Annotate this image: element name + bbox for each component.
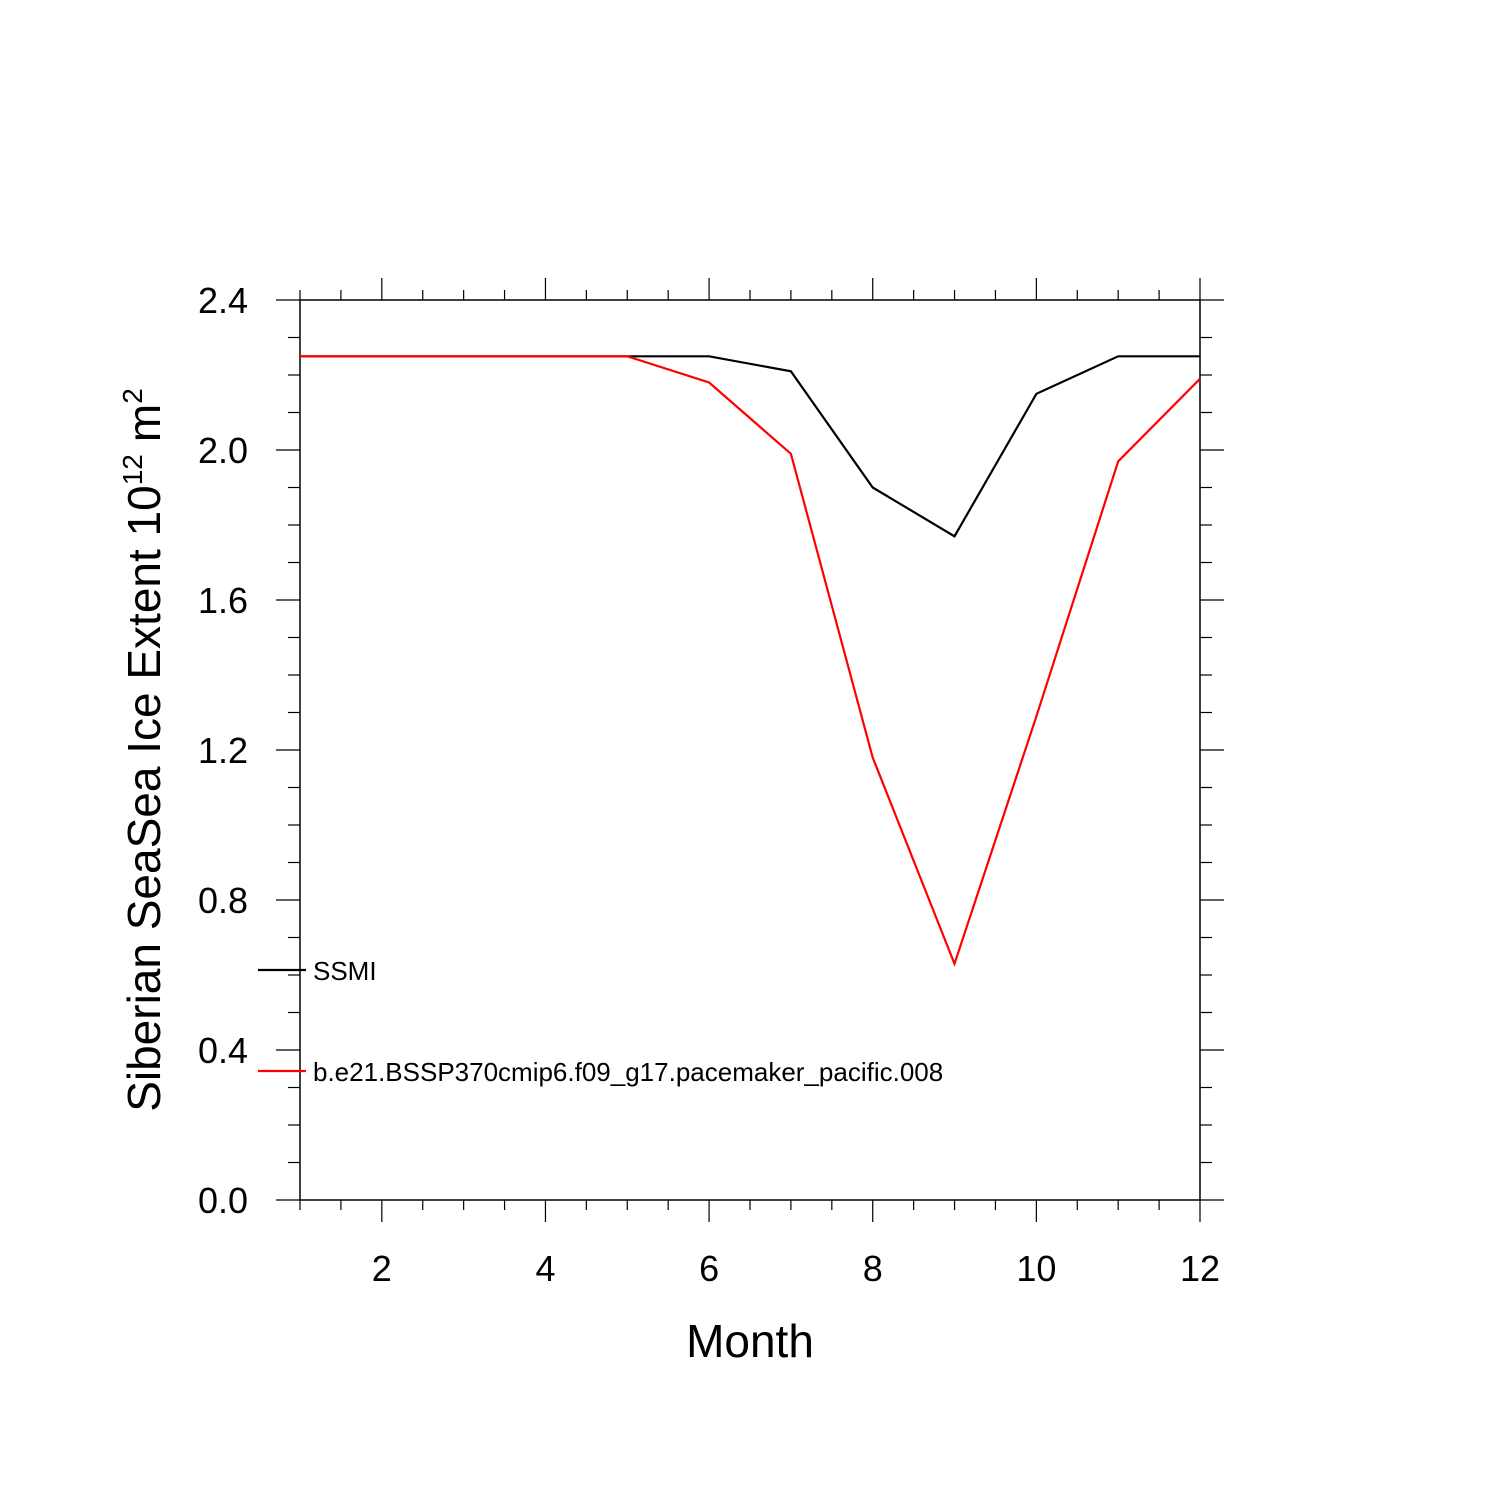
legend: SSMI b.e21.BSSP370cmip6.f09_g17.pacemaker… (258, 956, 943, 1087)
y-tick-label: 1.6 (198, 580, 248, 621)
legend-label: b.e21.BSSP370cmip6.f09_g17.pacemaker_pac… (313, 1057, 943, 1087)
y-tick-label: 0.8 (198, 880, 248, 921)
x-tick-label: 6 (699, 1248, 719, 1289)
y-tick-label: 0.4 (198, 1030, 248, 1071)
y-axis-title-unit-exponent: 2 (117, 388, 148, 404)
axis-ticks (276, 278, 1224, 1222)
y-tick-label: 0.0 (198, 1180, 248, 1221)
legend-label: SSMI (313, 956, 377, 986)
x-axis-title: Month (686, 1315, 814, 1367)
x-tick-label: 2 (372, 1248, 392, 1289)
series-line-2 (300, 355, 1201, 968)
axis-tick-labels: 2 4 6 8 10 12 0.0 0.4 0.8 1.2 1.6 2.0 2.4 (198, 280, 1220, 1289)
x-tick-label: 4 (535, 1248, 555, 1289)
x-tick-label: 12 (1180, 1248, 1220, 1289)
y-axis-title-exponent: 12 (117, 454, 148, 485)
series-lines (300, 355, 1201, 968)
series-line-1 (300, 355, 1200, 538)
x-tick-label: 10 (1016, 1248, 1056, 1289)
y-tick-label: 1.2 (198, 730, 248, 771)
x-tick-label: 8 (863, 1248, 883, 1289)
y-tick-label: 2.0 (198, 430, 248, 471)
y-axis-title-prefix: Siberian SeaSea Ice Extent 10 (118, 485, 170, 1112)
y-axis-title-unit: m (118, 404, 170, 442)
y-axis-title: Siberian SeaSea Ice Extent 1012 m2 (117, 388, 170, 1112)
y-tick-label: 2.4 (198, 280, 248, 321)
